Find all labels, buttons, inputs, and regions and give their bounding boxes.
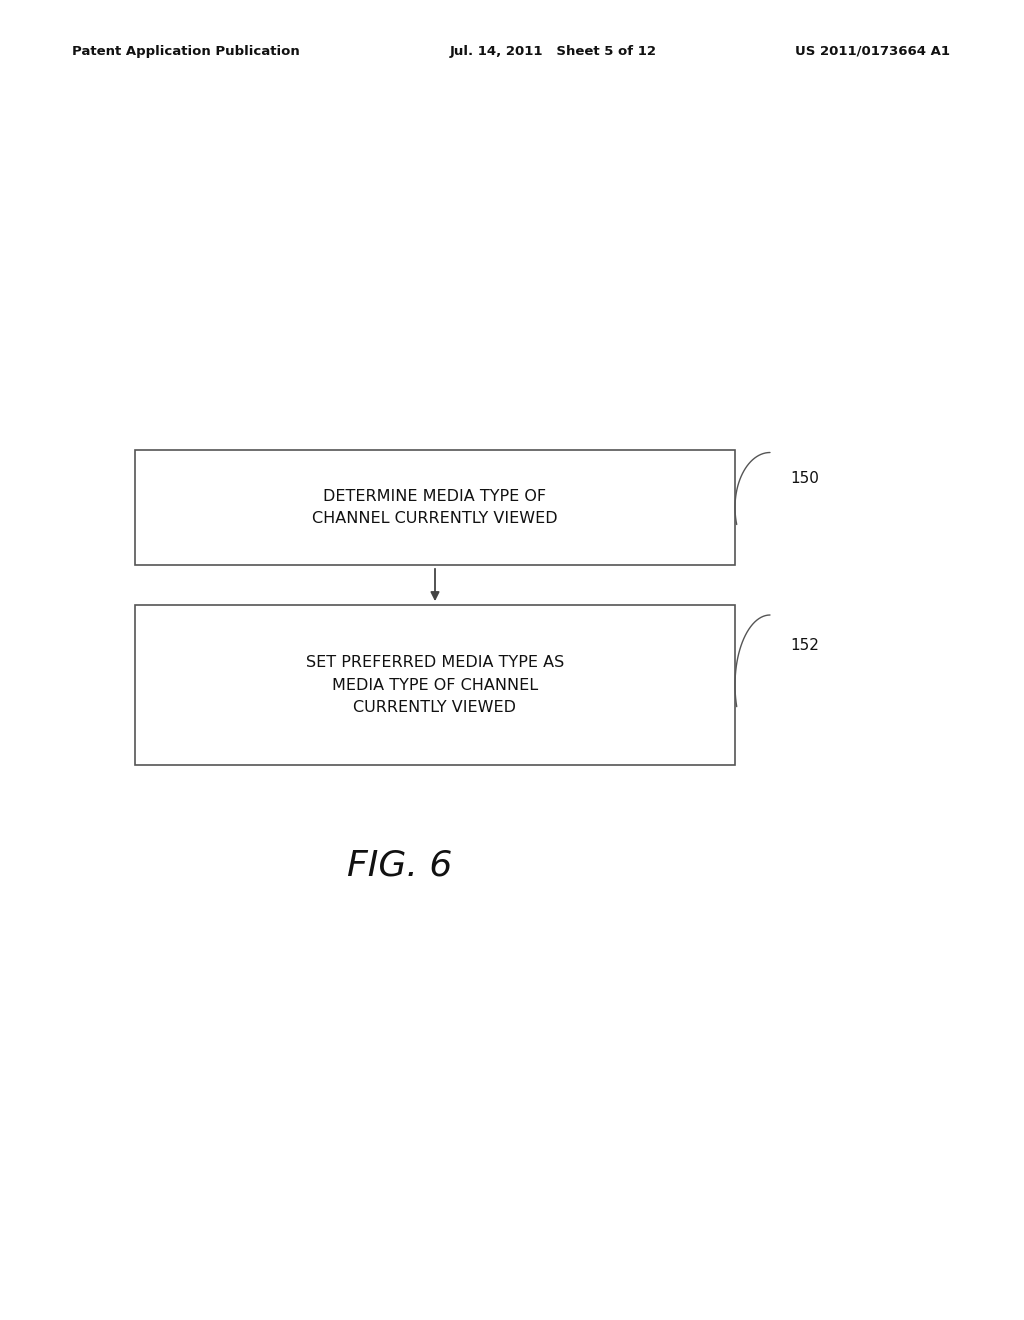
Bar [135, 605, 735, 766]
Text: FIG. 6: FIG. 6 [347, 847, 453, 882]
Text: 152: 152 [790, 638, 819, 652]
Bar [135, 450, 735, 565]
Text: DETERMINE MEDIA TYPE OF
CHANNEL CURRENTLY VIEWED: DETERMINE MEDIA TYPE OF CHANNEL CURRENTL… [312, 488, 558, 527]
Text: Jul. 14, 2011   Sheet 5 of 12: Jul. 14, 2011 Sheet 5 of 12 [450, 45, 657, 58]
Text: 150: 150 [790, 471, 819, 486]
Text: US 2011/0173664 A1: US 2011/0173664 A1 [795, 45, 950, 58]
Text: SET PREFERRED MEDIA TYPE AS
MEDIA TYPE OF CHANNEL
CURRENTLY VIEWED: SET PREFERRED MEDIA TYPE AS MEDIA TYPE O… [306, 655, 564, 714]
Text: Patent Application Publication: Patent Application Publication [72, 45, 300, 58]
